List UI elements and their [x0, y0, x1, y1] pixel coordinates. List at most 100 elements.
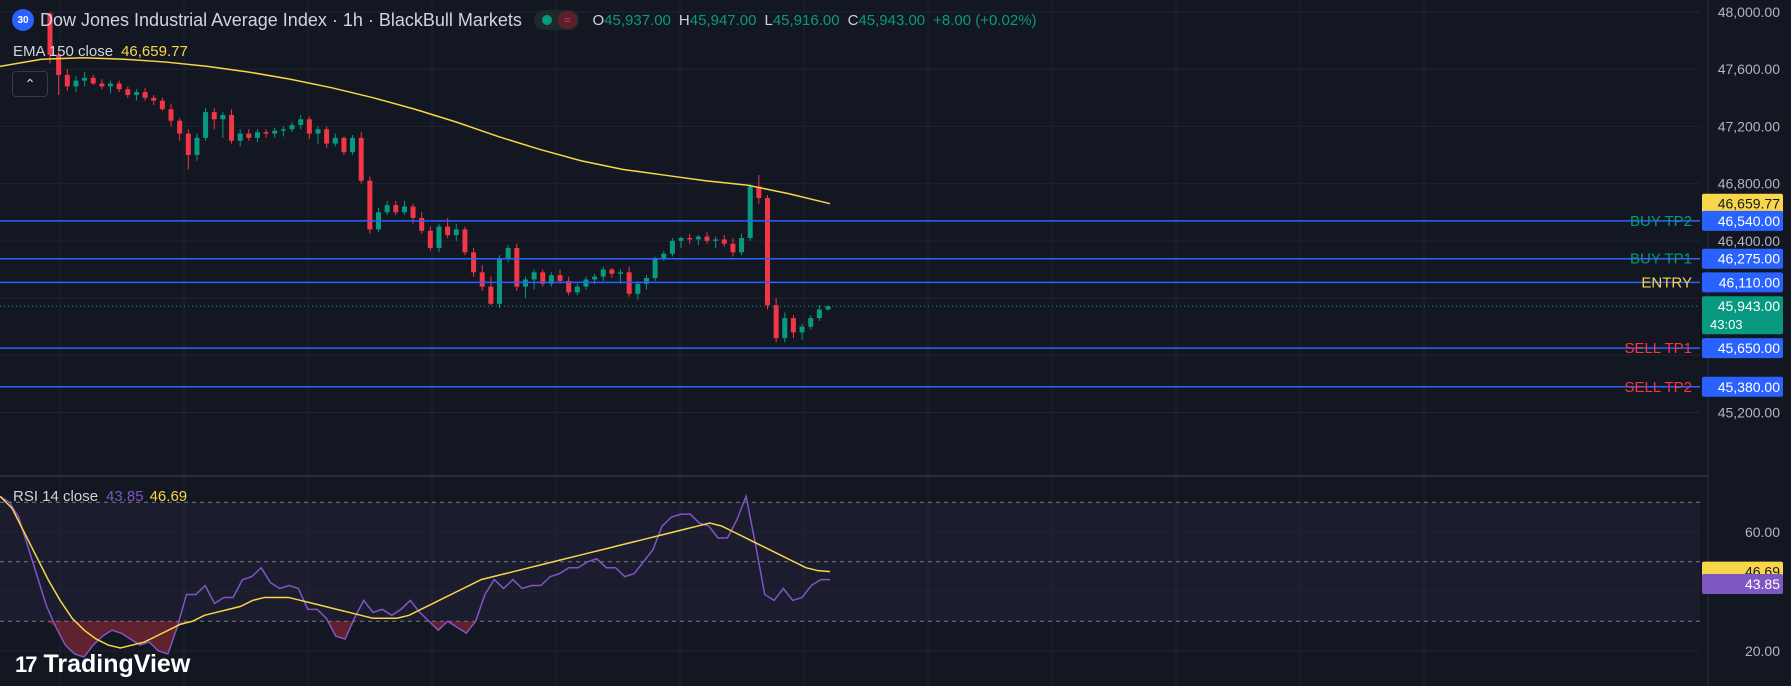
- level-price-tag-text: 46,110.00: [1719, 274, 1780, 290]
- ema-legend[interactable]: EMA 150 close 46,659.77: [13, 43, 188, 60]
- candle-body: [246, 133, 252, 138]
- candle-body: [548, 275, 554, 284]
- candle: [332, 133, 338, 147]
- candle-body: [497, 258, 503, 304]
- candle-body: [825, 306, 831, 310]
- rsi-legend[interactable]: RSI 14 close 43.85 46.69: [13, 488, 187, 505]
- close-value: 45,943.00: [858, 11, 926, 29]
- candle: [600, 266, 606, 281]
- candle: [108, 80, 114, 94]
- candle-body: [471, 252, 477, 273]
- candle-body: [211, 112, 217, 120]
- candle: [73, 76, 79, 93]
- candle-body: [280, 129, 286, 131]
- candle: [211, 107, 217, 130]
- symbol-title[interactable]: Dow Jones Industrial Average Index · 1h …: [40, 9, 522, 30]
- candle: [64, 69, 70, 91]
- tradingview-logo[interactable]: 17 TradingView: [15, 650, 190, 679]
- level-price-tag-background: [1702, 338, 1783, 359]
- tradingview-logo-text: TradingView: [43, 650, 191, 678]
- candle-body: [669, 240, 675, 254]
- candle: [229, 109, 235, 144]
- level-price-tag-background: [1702, 376, 1783, 397]
- candle-body: [410, 206, 416, 218]
- candle-body: [436, 226, 442, 249]
- candle-body: [194, 137, 200, 156]
- candle: [263, 129, 269, 138]
- candle-body: [324, 129, 330, 144]
- open-label: O: [592, 11, 605, 29]
- candle: [272, 127, 278, 138]
- candle-body: [289, 124, 295, 130]
- candle: [652, 256, 658, 281]
- candle: [635, 280, 641, 300]
- candle: [609, 268, 615, 279]
- last-price-value: 45,943.00: [1718, 298, 1780, 314]
- candle-body: [393, 205, 399, 213]
- candle-body: [384, 205, 390, 213]
- candle-body: [618, 272, 624, 274]
- level-price-tag-background: [1702, 248, 1783, 269]
- candle-body: [82, 77, 88, 81]
- candle-body: [445, 226, 451, 236]
- ema-price-tag-text: 46,659.77: [1718, 196, 1780, 212]
- rsi-oversold-fill: [0, 621, 830, 657]
- candle: [816, 305, 822, 321]
- wave-icon: ≈: [557, 11, 577, 29]
- price-tick-label: 46,800.00: [1718, 176, 1780, 192]
- rsi-legend-label: RSI 14 close: [13, 488, 99, 505]
- level-label: BUY TP1: [1630, 251, 1692, 268]
- candle: [90, 74, 96, 85]
- symbol-badge[interactable]: 30: [12, 9, 34, 31]
- rsi-value-tag: 43.85: [1702, 574, 1783, 595]
- candle: [514, 243, 520, 291]
- last-price-tag-background: [1702, 296, 1783, 335]
- level-label: BUY TP2: [1630, 213, 1692, 230]
- candle: [133, 89, 139, 101]
- candle-body: [652, 258, 658, 279]
- candle-body: [367, 180, 373, 230]
- change-value: +8.00 (+0.02%): [933, 11, 1037, 29]
- candle-body: [220, 114, 226, 120]
- candle: [220, 112, 226, 138]
- candle-body: [116, 83, 122, 90]
- candle-body: [272, 130, 278, 134]
- market-status[interactable]: ≈: [533, 10, 579, 30]
- market-open-dot-icon: [541, 15, 552, 25]
- collapse-legend-button[interactable]: ⌃: [12, 71, 48, 97]
- candle-body: [419, 217, 425, 231]
- ema-150-line: [0, 57, 831, 205]
- candle-body: [185, 133, 191, 156]
- level-price-tag-text: 46,540.00: [1718, 213, 1780, 229]
- bar-countdown: 43:03: [1710, 317, 1743, 332]
- candle-body: [229, 114, 235, 141]
- chevron-up-icon: ⌃: [24, 75, 36, 92]
- rsi-ma-legend-value: 46.69: [149, 488, 188, 505]
- candle: [808, 315, 814, 330]
- candle: [393, 200, 399, 216]
- candle-body: [756, 186, 762, 198]
- level-price-tag-text: 45,380.00: [1718, 379, 1780, 395]
- candle: [790, 315, 796, 339]
- candle: [306, 116, 312, 140]
- level-price-tag-text: 45,650.00: [1718, 340, 1780, 356]
- price-tick-label: 47,600.00: [1718, 61, 1780, 77]
- candle: [436, 223, 442, 253]
- candle-body: [73, 80, 79, 87]
- rsi-tick-label: 60.00: [1745, 524, 1780, 540]
- candle-body: [540, 272, 546, 284]
- price-tick-label: 46,400.00: [1718, 233, 1780, 249]
- candle: [185, 129, 191, 170]
- candle-body: [678, 237, 684, 241]
- candle-body: [713, 239, 719, 241]
- rsi-value-tag-background: [1702, 574, 1783, 595]
- candle-body: [254, 132, 260, 138]
- candle: [367, 176, 373, 234]
- candle-body: [453, 229, 459, 236]
- candle: [471, 248, 477, 277]
- level-label: SELL TP2: [1624, 379, 1692, 396]
- price-tick-label: 47,200.00: [1718, 118, 1780, 134]
- candle-body: [142, 92, 148, 98]
